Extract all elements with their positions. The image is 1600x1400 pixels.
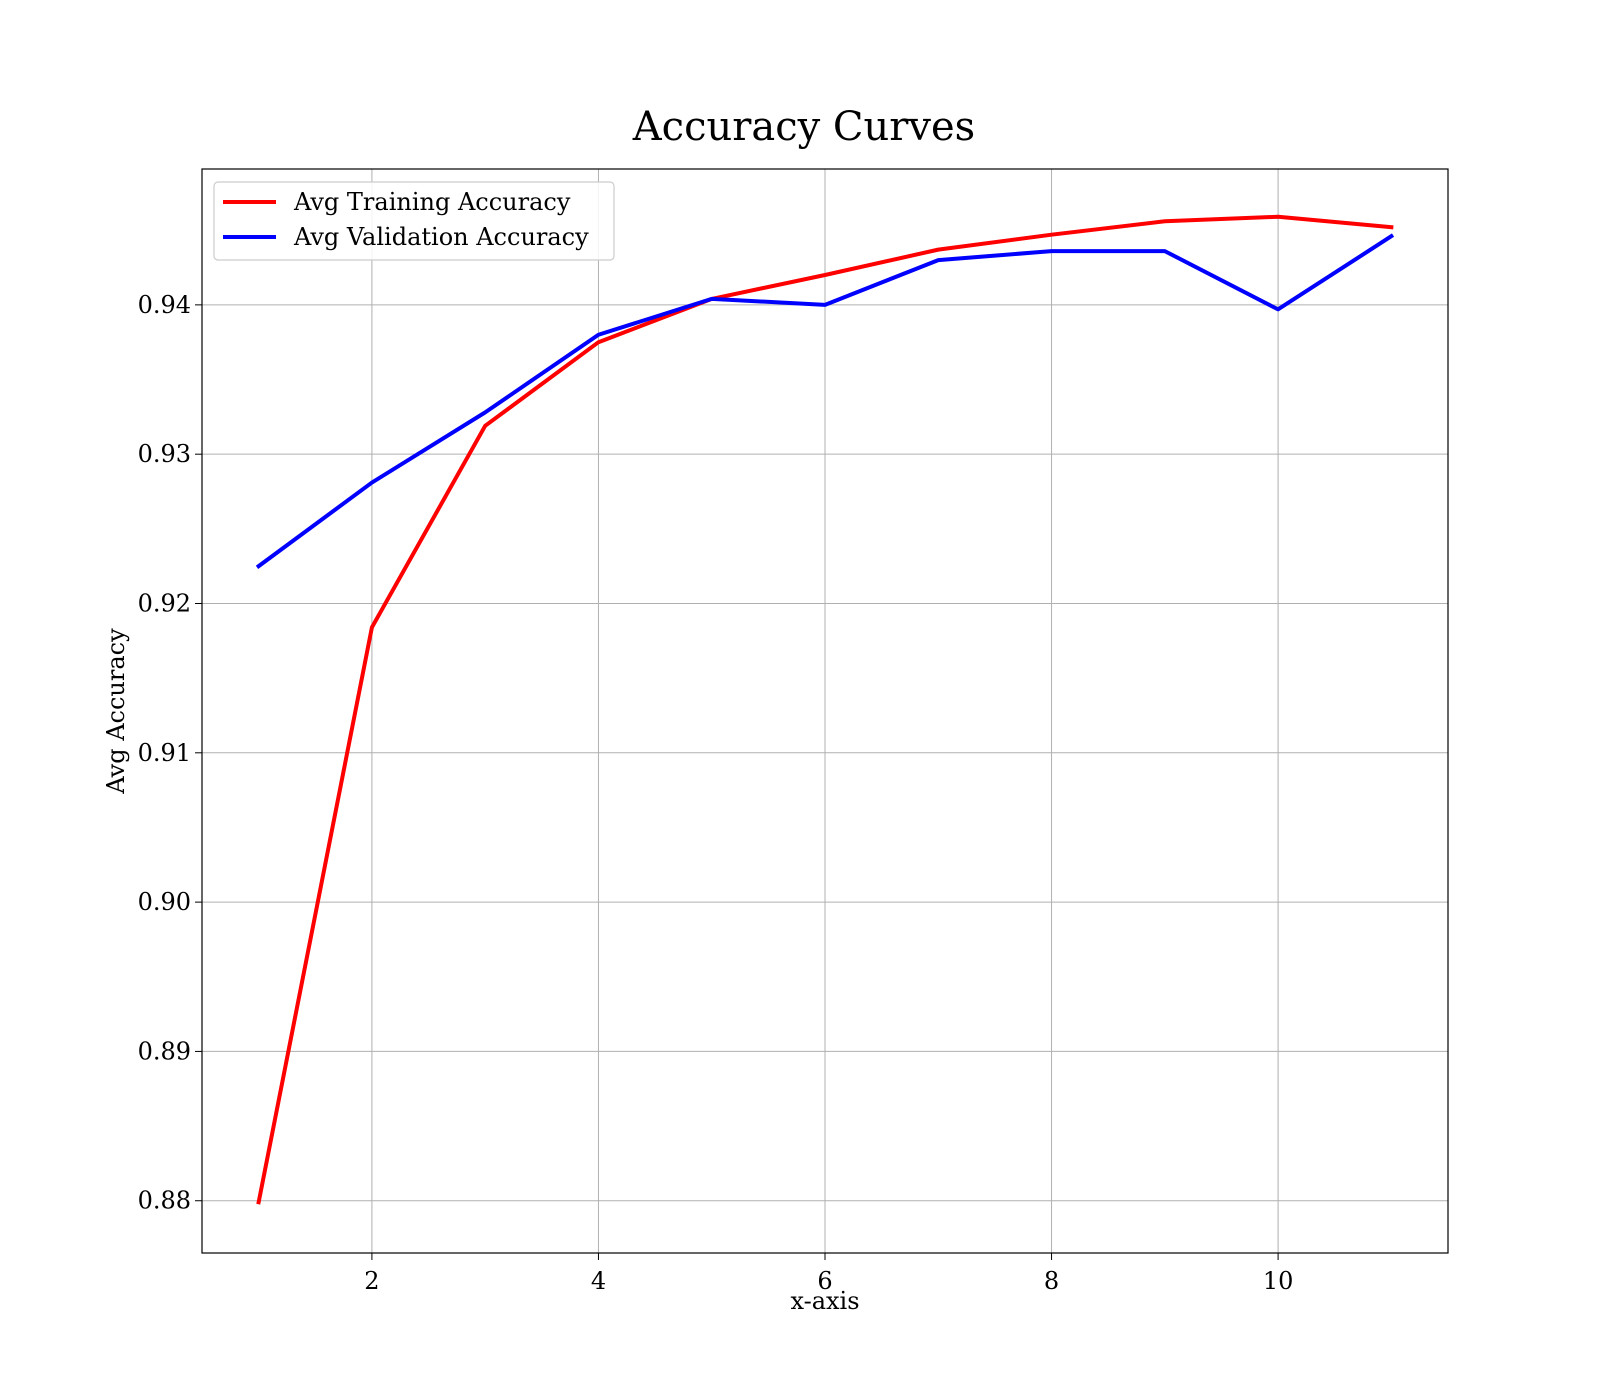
- legend: Avg Training Accuracy Avg Validation Accu…: [213, 181, 615, 261]
- training-accuracy-line: [256, 214, 1394, 1205]
- y-tick-label: 0.92: [138, 589, 191, 617]
- validation-accuracy-line: [255, 233, 1395, 569]
- x-tick-label: 4: [591, 1267, 606, 1295]
- y-tick-label: 0.94: [138, 291, 191, 319]
- y-tick-label: 0.93: [138, 440, 191, 468]
- y-tick-label: 0.88: [138, 1187, 191, 1215]
- series-lines: [255, 214, 1395, 1205]
- x-axis-label: x-axis: [790, 1287, 859, 1315]
- y-axis-label: Avg Accuracy: [102, 628, 130, 795]
- axis-ticks: 2 4 6 8 10 0.88 0.89 0.90 0.91 0.92 0.93 0.94: [138, 291, 1294, 1295]
- y-tick-label: 0.91: [138, 739, 191, 767]
- x-tick-label: 6: [817, 1267, 832, 1295]
- chart-title: Accuracy Curves: [632, 104, 975, 150]
- legend-label-validation-accuracy: Avg Validation Accuracy: [293, 223, 589, 251]
- legend-label-training-accuracy: Avg Training Accuracy: [293, 188, 571, 216]
- x-tick-label: 2: [364, 1267, 379, 1295]
- legend-box: [213, 181, 615, 261]
- y-tick-label: 0.89: [138, 1037, 191, 1065]
- grid: [202, 169, 1448, 1253]
- x-tick-label: 10: [1263, 1267, 1294, 1295]
- y-tick-label: 0.90: [138, 888, 191, 916]
- x-tick-label: 8: [1044, 1267, 1059, 1295]
